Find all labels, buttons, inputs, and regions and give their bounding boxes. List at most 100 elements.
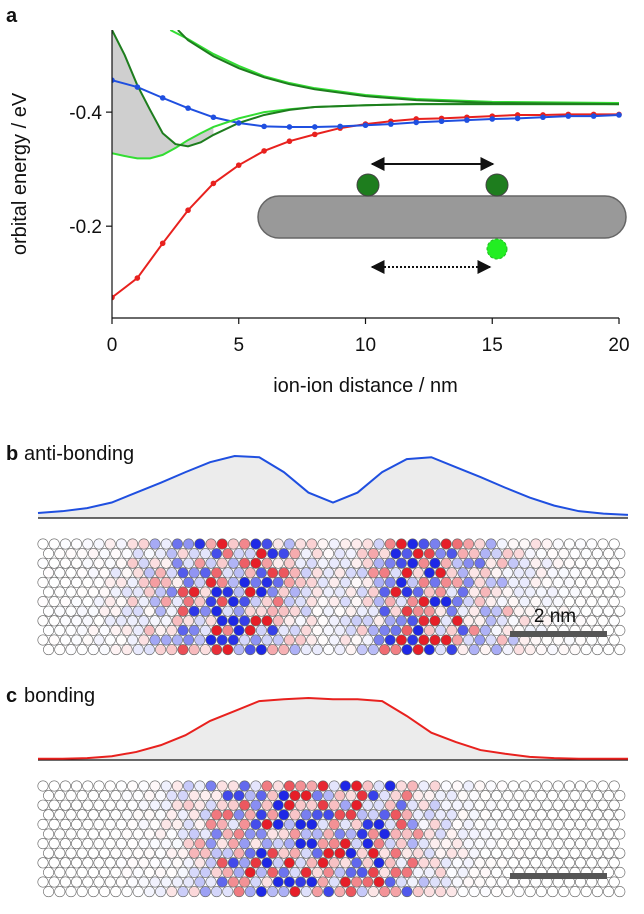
atom (519, 838, 531, 850)
atom (463, 857, 475, 869)
atom (586, 596, 598, 608)
atom (401, 866, 413, 878)
atom (457, 847, 469, 859)
atom (323, 790, 335, 802)
atom (65, 886, 77, 898)
atom (199, 866, 211, 878)
atom (155, 624, 167, 636)
atom (328, 799, 340, 811)
atom (289, 548, 301, 560)
atom (104, 780, 116, 792)
atom (110, 847, 122, 859)
atom (76, 644, 88, 656)
atom (334, 548, 346, 560)
atom (423, 790, 435, 802)
atom (239, 780, 251, 792)
atom (82, 857, 94, 869)
point (159, 95, 166, 101)
point (210, 180, 217, 187)
atom (110, 790, 122, 802)
atom (603, 809, 615, 821)
atom (255, 624, 267, 636)
atom (283, 557, 295, 569)
series-line (169, 30, 620, 104)
atom (138, 799, 150, 811)
atom (138, 818, 150, 830)
atom (418, 876, 430, 888)
atom (71, 596, 83, 608)
atom (183, 576, 195, 588)
atom (205, 857, 217, 869)
atom (513, 828, 525, 840)
atom (524, 605, 536, 617)
x-axis-label: ion-ion distance / nm (273, 375, 458, 397)
atom (407, 876, 419, 888)
atom (37, 857, 49, 869)
atom (446, 809, 458, 821)
atom (205, 538, 217, 550)
atom (468, 548, 480, 560)
atom (43, 790, 55, 802)
atom (149, 780, 161, 792)
atom (429, 596, 441, 608)
atom (233, 886, 245, 898)
atom (524, 790, 536, 802)
atom (93, 557, 105, 569)
atom (216, 557, 228, 569)
atom (513, 548, 525, 560)
atom (65, 790, 77, 802)
atom (149, 634, 161, 646)
atom (306, 596, 318, 608)
atom (127, 876, 139, 888)
atom (317, 857, 329, 869)
atom (541, 615, 553, 627)
atom (390, 847, 402, 859)
atom (496, 634, 508, 646)
atom (502, 548, 514, 560)
atom (183, 557, 195, 569)
atom (530, 538, 542, 550)
atom (351, 634, 363, 646)
atom (334, 605, 346, 617)
atom (48, 538, 60, 550)
atom (429, 818, 441, 830)
atom (468, 605, 480, 617)
atom (127, 799, 139, 811)
point (388, 121, 394, 127)
atom (54, 847, 66, 859)
atom (491, 567, 503, 579)
atom (127, 857, 139, 869)
atom (435, 809, 447, 821)
atom (188, 847, 200, 859)
atom (323, 644, 335, 656)
atom (446, 828, 458, 840)
atom (267, 644, 279, 656)
atom (334, 847, 346, 859)
atom (418, 857, 430, 869)
atom (311, 847, 323, 859)
profile-fill (38, 456, 628, 518)
atom (121, 790, 133, 802)
atom (362, 538, 374, 550)
atom (188, 586, 200, 598)
atom (283, 838, 295, 850)
atom (261, 615, 273, 627)
atom (300, 828, 312, 840)
atom (390, 828, 402, 840)
atom (435, 828, 447, 840)
atom (468, 624, 480, 636)
atom (418, 557, 430, 569)
atom (569, 605, 581, 617)
atom (563, 576, 575, 588)
atom (255, 605, 267, 617)
atom (603, 567, 615, 579)
atom (479, 624, 491, 636)
atom (205, 876, 217, 888)
atom (283, 818, 295, 830)
atom (485, 634, 497, 646)
atom (502, 828, 514, 840)
atom (547, 847, 559, 859)
atom (328, 557, 340, 569)
atom (485, 538, 497, 550)
atom (535, 644, 547, 656)
